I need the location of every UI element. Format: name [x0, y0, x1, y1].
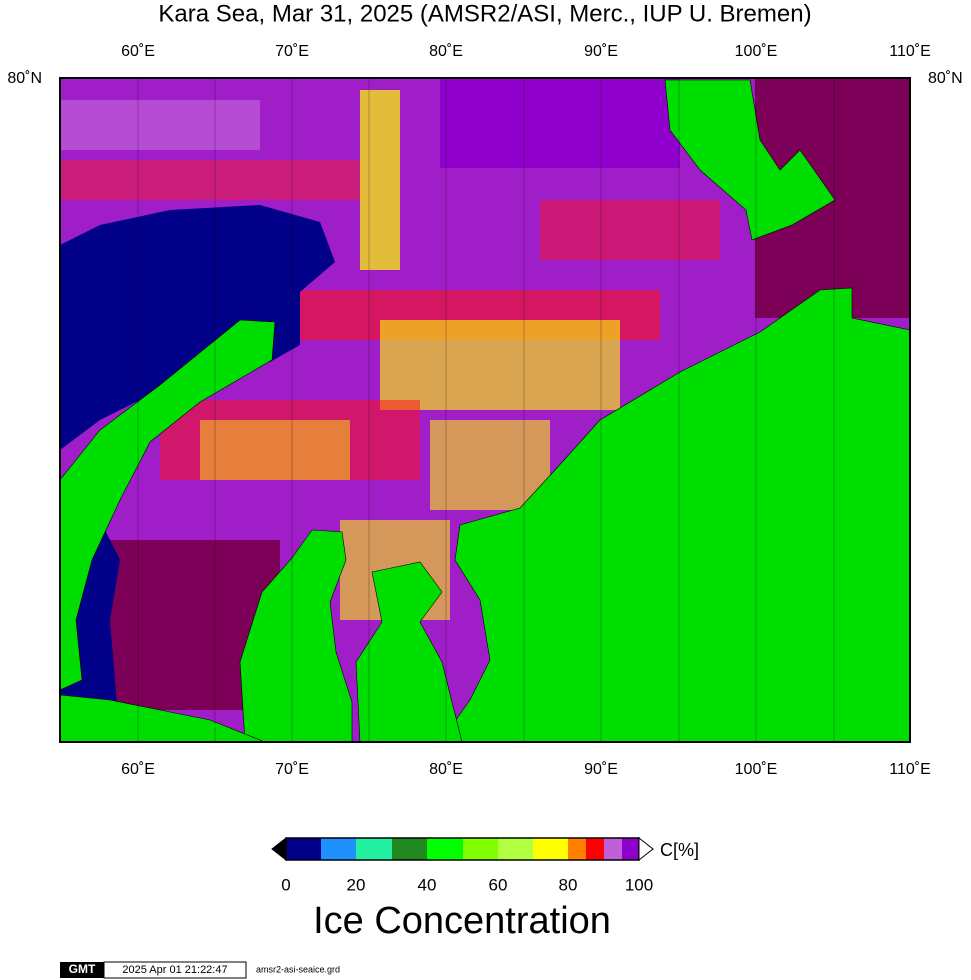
colorbar: C[%] 0 20 40 60 80 100 Ice Concentration [271, 836, 699, 942]
lon-label: 60˚E [121, 43, 155, 60]
map-frame [59, 77, 911, 743]
title: Kara Sea, Mar 31, 2025 (AMSR2/ASI, Merc.… [158, 0, 811, 27]
lon-label: 70˚E [275, 43, 309, 60]
ice-patch [440, 78, 680, 168]
graticule [137, 78, 835, 742]
colorbar-over [638, 836, 654, 862]
colorbar-tick-label: 0 [281, 875, 290, 894]
lon-label: 110˚E [889, 43, 931, 60]
lon-label: 80˚E [429, 761, 463, 778]
axis-labels: 60˚E 70˚E 80˚E 90˚E 100˚E 110˚E 60˚E 70˚… [7, 43, 962, 778]
lon-label: 70˚E [275, 761, 309, 778]
lon-label: 110˚E [889, 761, 931, 778]
lon-label: 100˚E [735, 761, 778, 778]
file-name: amsr2-asi-seaice.grd [256, 964, 340, 974]
colorbar-under [271, 836, 287, 862]
colorbar-tick-label: 80 [559, 875, 578, 894]
lon-label: 90˚E [584, 43, 618, 60]
colorbar-label: Ice Concentration [313, 900, 611, 942]
colorbar-tick-label: 40 [418, 875, 437, 894]
timestamp: 2025 Apr 01 21:22:47 [122, 964, 227, 976]
colorbar-tick-label: 20 [347, 875, 366, 894]
map [59, 77, 911, 743]
lat-label: 80˚N [928, 70, 963, 87]
gmt-logo: GMT [69, 962, 96, 976]
colorbar-tick-label: 100 [625, 875, 653, 894]
lon-label: 90˚E [584, 761, 618, 778]
lat-label: 80˚N [7, 70, 42, 87]
footer: GMT 2025 Apr 01 21:22:47 amsr2-asi-seaic… [60, 961, 340, 979]
colorbar-unit: C[%] [660, 840, 699, 860]
lon-label: 80˚E [429, 43, 463, 60]
open-water [60, 205, 335, 450]
colorbar-tick-label: 60 [489, 875, 508, 894]
land [59, 79, 911, 743]
lon-label: 60˚E [121, 761, 155, 778]
lon-label: 100˚E [735, 43, 778, 60]
